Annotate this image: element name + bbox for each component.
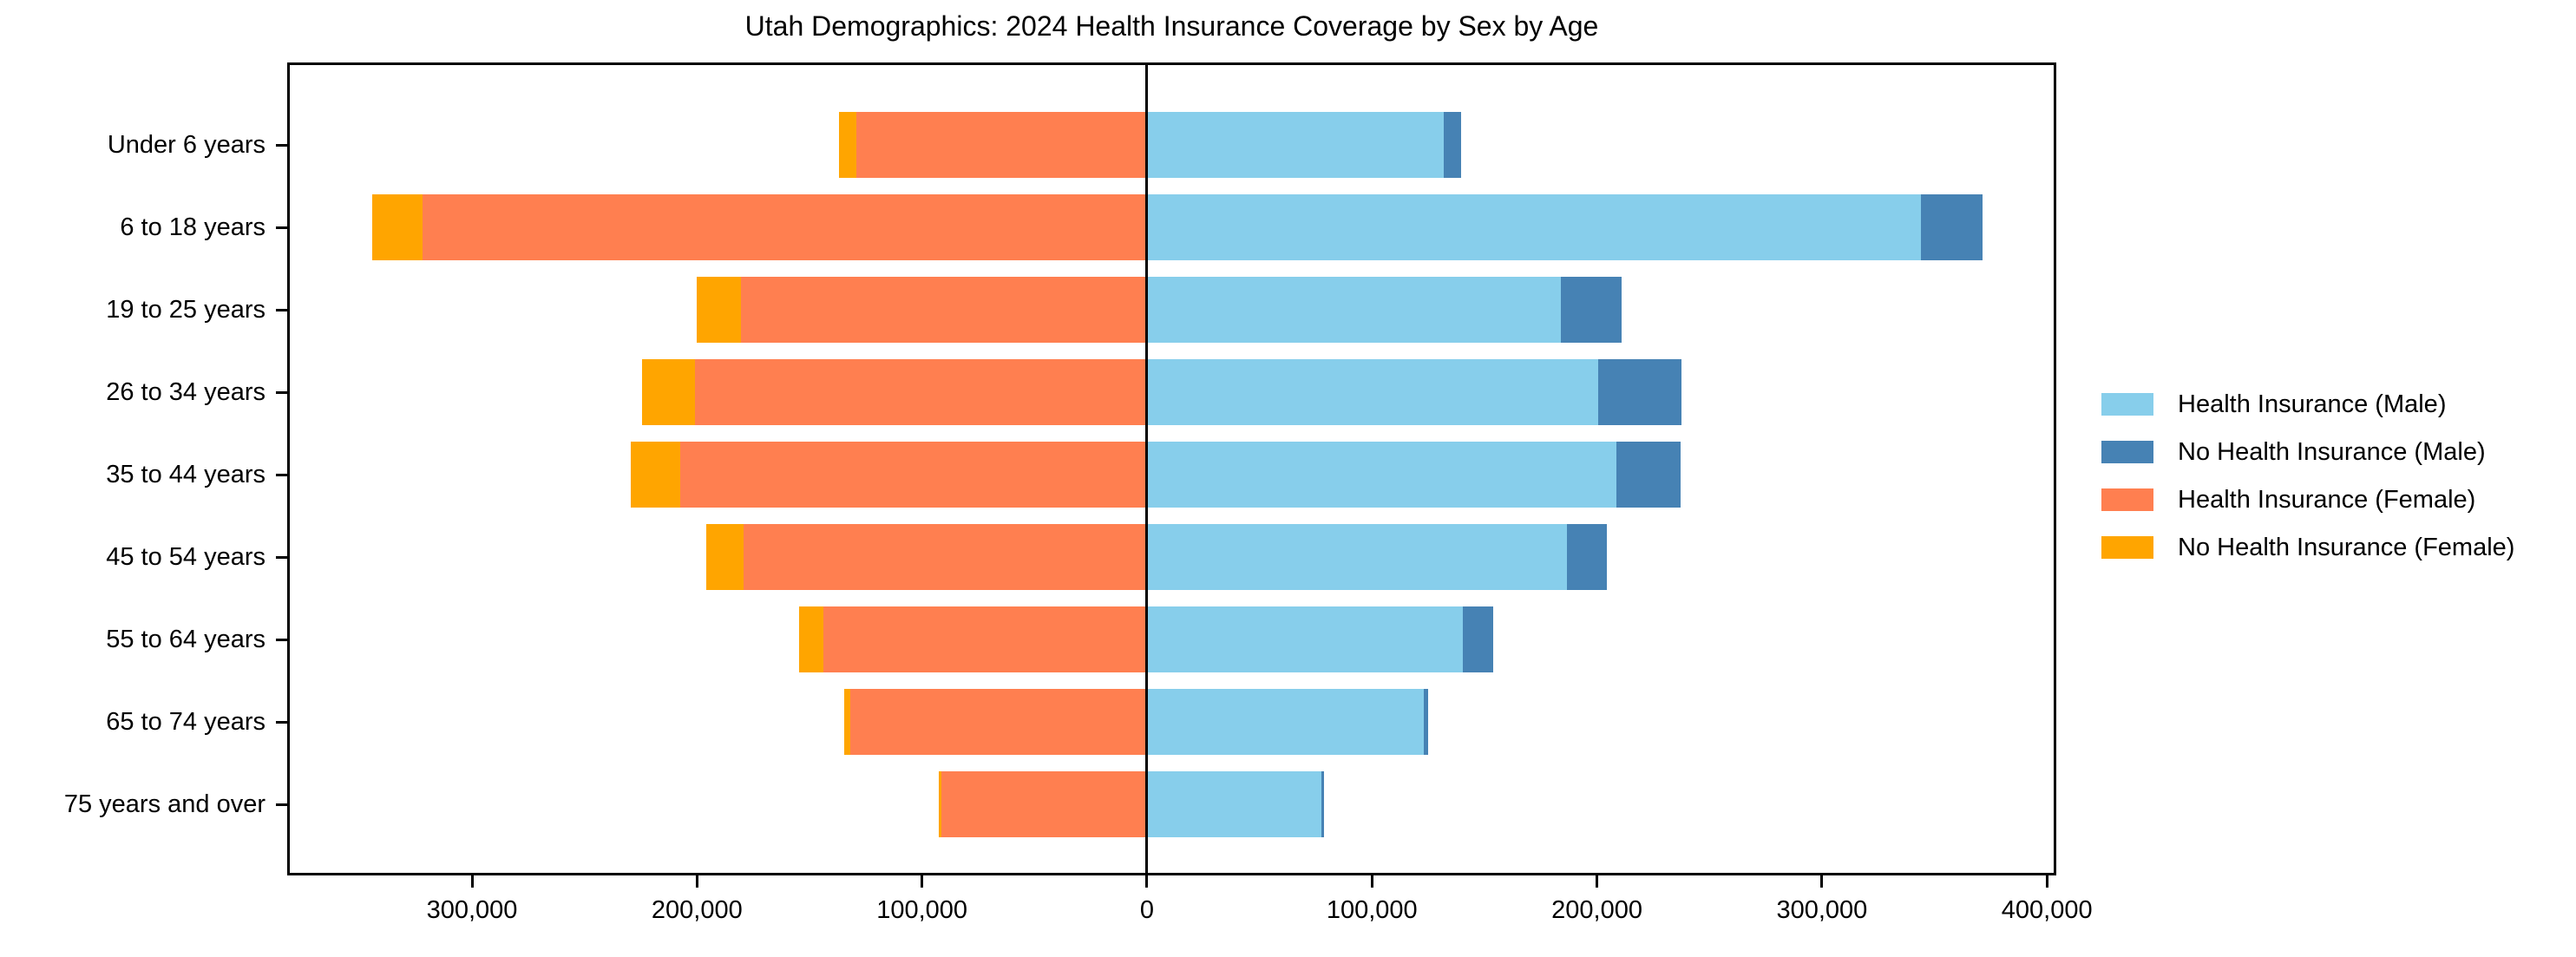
y-tick: [276, 143, 287, 147]
x-tick-label: 300,000: [426, 896, 518, 924]
bar-6-to-18-years-no-health-insurance-female: [371, 194, 423, 260]
bar-75-years-and-over-health-insurance-female: [941, 771, 1147, 837]
bar-65-to-74-years-no-health-insurance-male: [1423, 689, 1429, 755]
y-tick: [276, 473, 287, 476]
y-tick-label: 55 to 64 years: [106, 626, 265, 653]
bar-under-6-years-no-health-insurance-male: [1444, 112, 1461, 178]
bar-35-to-44-years-health-insurance-female: [679, 442, 1147, 508]
y-tick-label: 6 to 18 years: [120, 213, 265, 241]
bar-35-to-44-years-no-health-insurance-female: [630, 442, 680, 508]
bar-45-to-54-years-health-insurance-female: [743, 524, 1147, 590]
x-tick: [1370, 875, 1373, 888]
y-tick-label: 45 to 54 years: [106, 543, 265, 571]
x-tick-label: 200,000: [1551, 896, 1642, 924]
bar-6-to-18-years-no-health-insurance-male: [1921, 194, 1983, 260]
x-tick: [1145, 875, 1149, 888]
bar-26-to-34-years-no-health-insurance-female: [641, 359, 695, 425]
x-tick: [921, 875, 924, 888]
bar-26-to-34-years-no-health-insurance-male: [1597, 359, 1681, 425]
bar-19-to-25-years-health-insurance-male: [1146, 277, 1562, 343]
bar-45-to-54-years-health-insurance-male: [1146, 524, 1567, 590]
bar-19-to-25-years-no-health-insurance-male: [1561, 277, 1622, 343]
x-tick: [695, 875, 698, 888]
x-tick-label: 300,000: [1776, 896, 1868, 924]
bar-26-to-34-years-health-insurance-male: [1146, 359, 1598, 425]
legend-label-no-health-insurance-female: No Health Insurance (Female): [2178, 534, 2515, 561]
bar-6-to-18-years-health-insurance-female: [422, 194, 1147, 260]
bar-75-years-and-over-health-insurance-male: [1146, 771, 1321, 837]
bar-65-to-74-years-health-insurance-female: [849, 689, 1147, 755]
bar-35-to-44-years-no-health-insurance-male: [1616, 442, 1681, 508]
chart-title: Utah Demographics: 2024 Health Insurance…: [744, 10, 1599, 42]
bar-19-to-25-years-health-insurance-female: [740, 277, 1147, 343]
x-tick: [1820, 875, 1824, 888]
legend-label-no-health-insurance-male: No Health Insurance (Male): [2178, 438, 2486, 466]
x-tick-label: 100,000: [1326, 896, 1418, 924]
bar-45-to-54-years-no-health-insurance-female: [705, 524, 744, 590]
bar-35-to-44-years-health-insurance-male: [1146, 442, 1616, 508]
x-tick-label: 200,000: [651, 896, 743, 924]
y-tick: [276, 555, 287, 559]
bar-55-to-64-years-health-insurance-male: [1146, 606, 1464, 672]
bar-19-to-25-years-no-health-insurance-female: [697, 277, 741, 343]
legend-swatch-health-insurance-male: [2101, 393, 2153, 416]
y-tick: [276, 720, 287, 724]
bar-under-6-years-health-insurance-female: [856, 112, 1147, 178]
bar-under-6-years-no-health-insurance-female: [838, 112, 857, 178]
x-tick-label: 400,000: [2001, 896, 2093, 924]
bar-55-to-64-years-no-health-insurance-female: [799, 606, 823, 672]
x-tick: [1596, 875, 1599, 888]
y-tick: [276, 226, 287, 229]
bar-26-to-34-years-health-insurance-female: [694, 359, 1147, 425]
y-tick-label: 65 to 74 years: [106, 708, 265, 736]
zero-axis-line: [1145, 65, 1149, 873]
x-tick: [470, 875, 474, 888]
x-tick-label: 0: [1139, 896, 1155, 924]
y-tick-label: 19 to 25 years: [106, 296, 265, 324]
y-tick: [276, 638, 287, 641]
legend-swatch-no-health-insurance-male: [2101, 441, 2153, 463]
y-tick: [276, 390, 287, 394]
legend-swatch-health-insurance-female: [2101, 488, 2153, 511]
bar-65-to-74-years-no-health-insurance-female: [844, 689, 850, 755]
y-tick-label: 75 years and over: [63, 790, 265, 818]
bar-under-6-years-health-insurance-male: [1146, 112, 1445, 178]
bar-55-to-64-years-health-insurance-female: [823, 606, 1147, 672]
bar-75-years-and-over-no-health-insurance-female: [939, 771, 941, 837]
legend-swatch-no-health-insurance-female: [2101, 536, 2153, 559]
y-tick: [276, 803, 287, 806]
x-tick: [2045, 875, 2048, 888]
legend-label-health-insurance-female: Health Insurance (Female): [2178, 486, 2476, 514]
y-tick-label: 26 to 34 years: [106, 378, 265, 406]
y-tick: [276, 308, 287, 311]
bar-65-to-74-years-health-insurance-male: [1146, 689, 1424, 755]
y-tick-label: 35 to 44 years: [106, 461, 265, 488]
bar-6-to-18-years-health-insurance-male: [1146, 194, 1921, 260]
legend-label-health-insurance-male: Health Insurance (Male): [2178, 390, 2447, 418]
y-tick-label: Under 6 years: [107, 131, 265, 159]
x-tick-label: 100,000: [876, 896, 968, 924]
bar-45-to-54-years-no-health-insurance-male: [1566, 524, 1608, 590]
plot-area: [287, 62, 2056, 875]
bar-75-years-and-over-no-health-insurance-male: [1321, 771, 1324, 837]
bar-55-to-64-years-no-health-insurance-male: [1463, 606, 1494, 672]
